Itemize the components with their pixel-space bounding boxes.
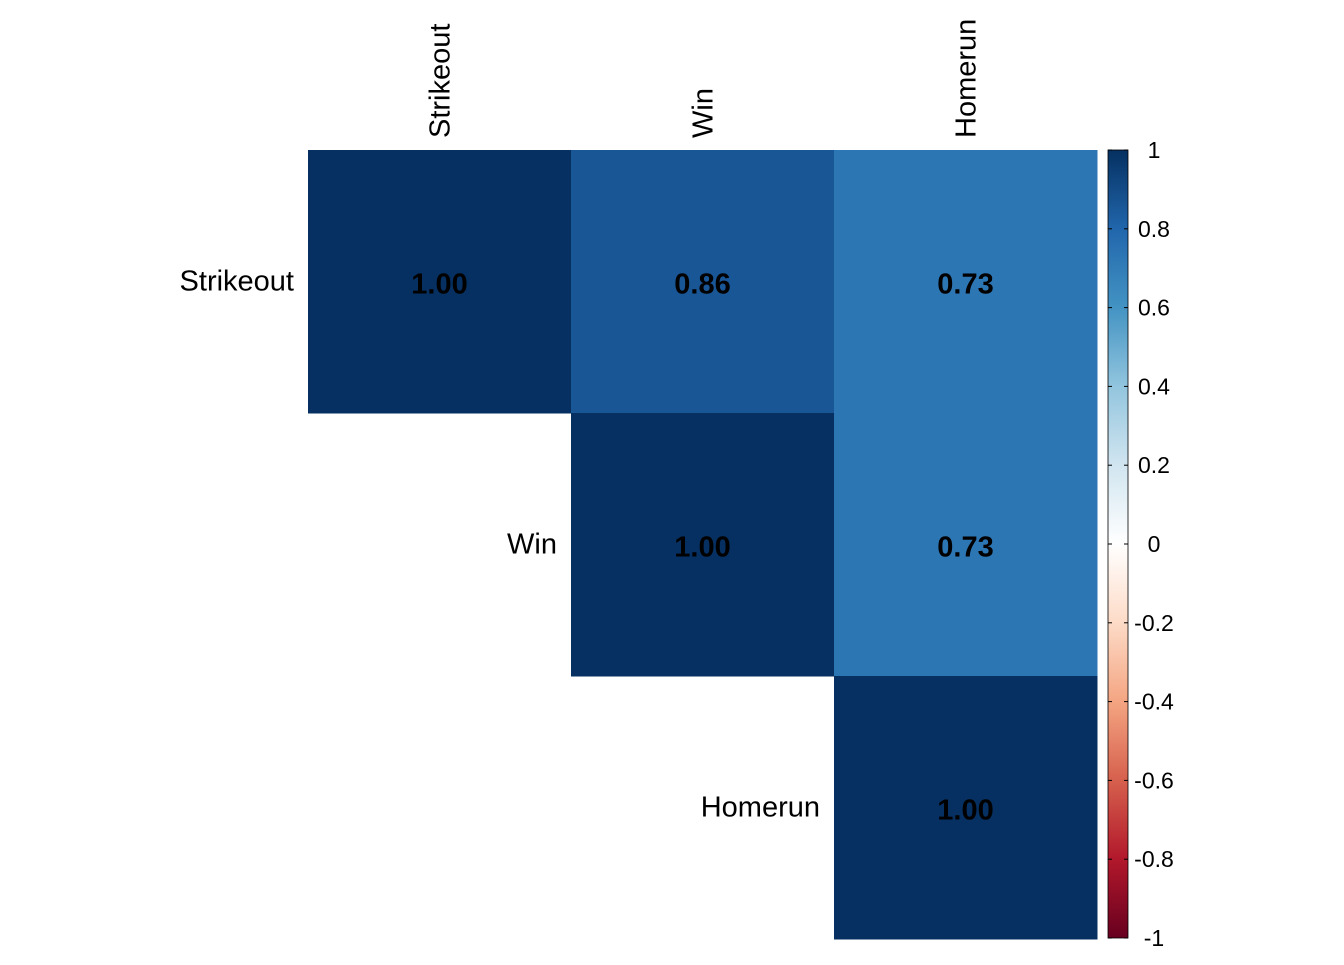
colorbar-tick-label: 0.6 bbox=[1138, 295, 1170, 321]
column-label-homerun: Homerun bbox=[951, 19, 983, 138]
row-label-strikeout: Strikeout bbox=[180, 266, 294, 298]
cell-value-label: 0.73 bbox=[937, 269, 993, 301]
colorbar-tick-label: 0.4 bbox=[1138, 373, 1170, 399]
column-labels: Strikeout Win Homerun bbox=[425, 19, 983, 138]
colorbar-tick-label: -0.2 bbox=[1134, 610, 1174, 636]
colorbar-tick-label: -1 bbox=[1144, 925, 1164, 951]
heatmap-cell-homerun-homerun bbox=[834, 676, 1098, 940]
cell-value-label: 1.00 bbox=[937, 795, 993, 827]
cell-value-label: 1.00 bbox=[411, 269, 467, 301]
colorbar-tick-label: 0 bbox=[1148, 531, 1161, 557]
heatmap-cell-strikeout-homerun bbox=[834, 150, 1098, 414]
heatmap-cells bbox=[308, 150, 1098, 940]
colorbar-tick-label: 0.2 bbox=[1138, 452, 1170, 478]
colorbar-tick-label: -0.6 bbox=[1134, 767, 1174, 793]
colorbar-tick-label: 1 bbox=[1148, 137, 1161, 163]
heatmap-cell-strikeout-win bbox=[571, 150, 835, 414]
heatmap-cell-win-win bbox=[571, 413, 835, 677]
colorbar-tick-label: -0.8 bbox=[1134, 846, 1174, 872]
colorbar-tick-label: 0.8 bbox=[1138, 216, 1170, 242]
heatmap-cell-win-homerun bbox=[834, 413, 1098, 677]
heatmap-cell-labels: 1.00 0.86 0.73 1.00 0.73 1.00 bbox=[411, 269, 993, 827]
heatmap-cell-strikeout-strikeout bbox=[308, 150, 572, 414]
colorbar-tick-label: -0.4 bbox=[1134, 689, 1174, 715]
cell-value-label: 0.86 bbox=[674, 269, 730, 301]
cell-value-label: 0.73 bbox=[937, 532, 993, 564]
row-labels: Strikeout Win Homerun bbox=[180, 266, 820, 824]
cell-value-label: 1.00 bbox=[674, 532, 730, 564]
row-label-homerun: Homerun bbox=[701, 792, 820, 824]
row-label-win: Win bbox=[507, 529, 557, 561]
column-label-win: Win bbox=[688, 88, 720, 138]
colorbar: 1 0.8 0.6 0.4 0.2 0 -0.2 -0.4 -0.6 -0.8 -1 bbox=[1107, 137, 1174, 951]
column-label-strikeout: Strikeout bbox=[425, 24, 457, 138]
